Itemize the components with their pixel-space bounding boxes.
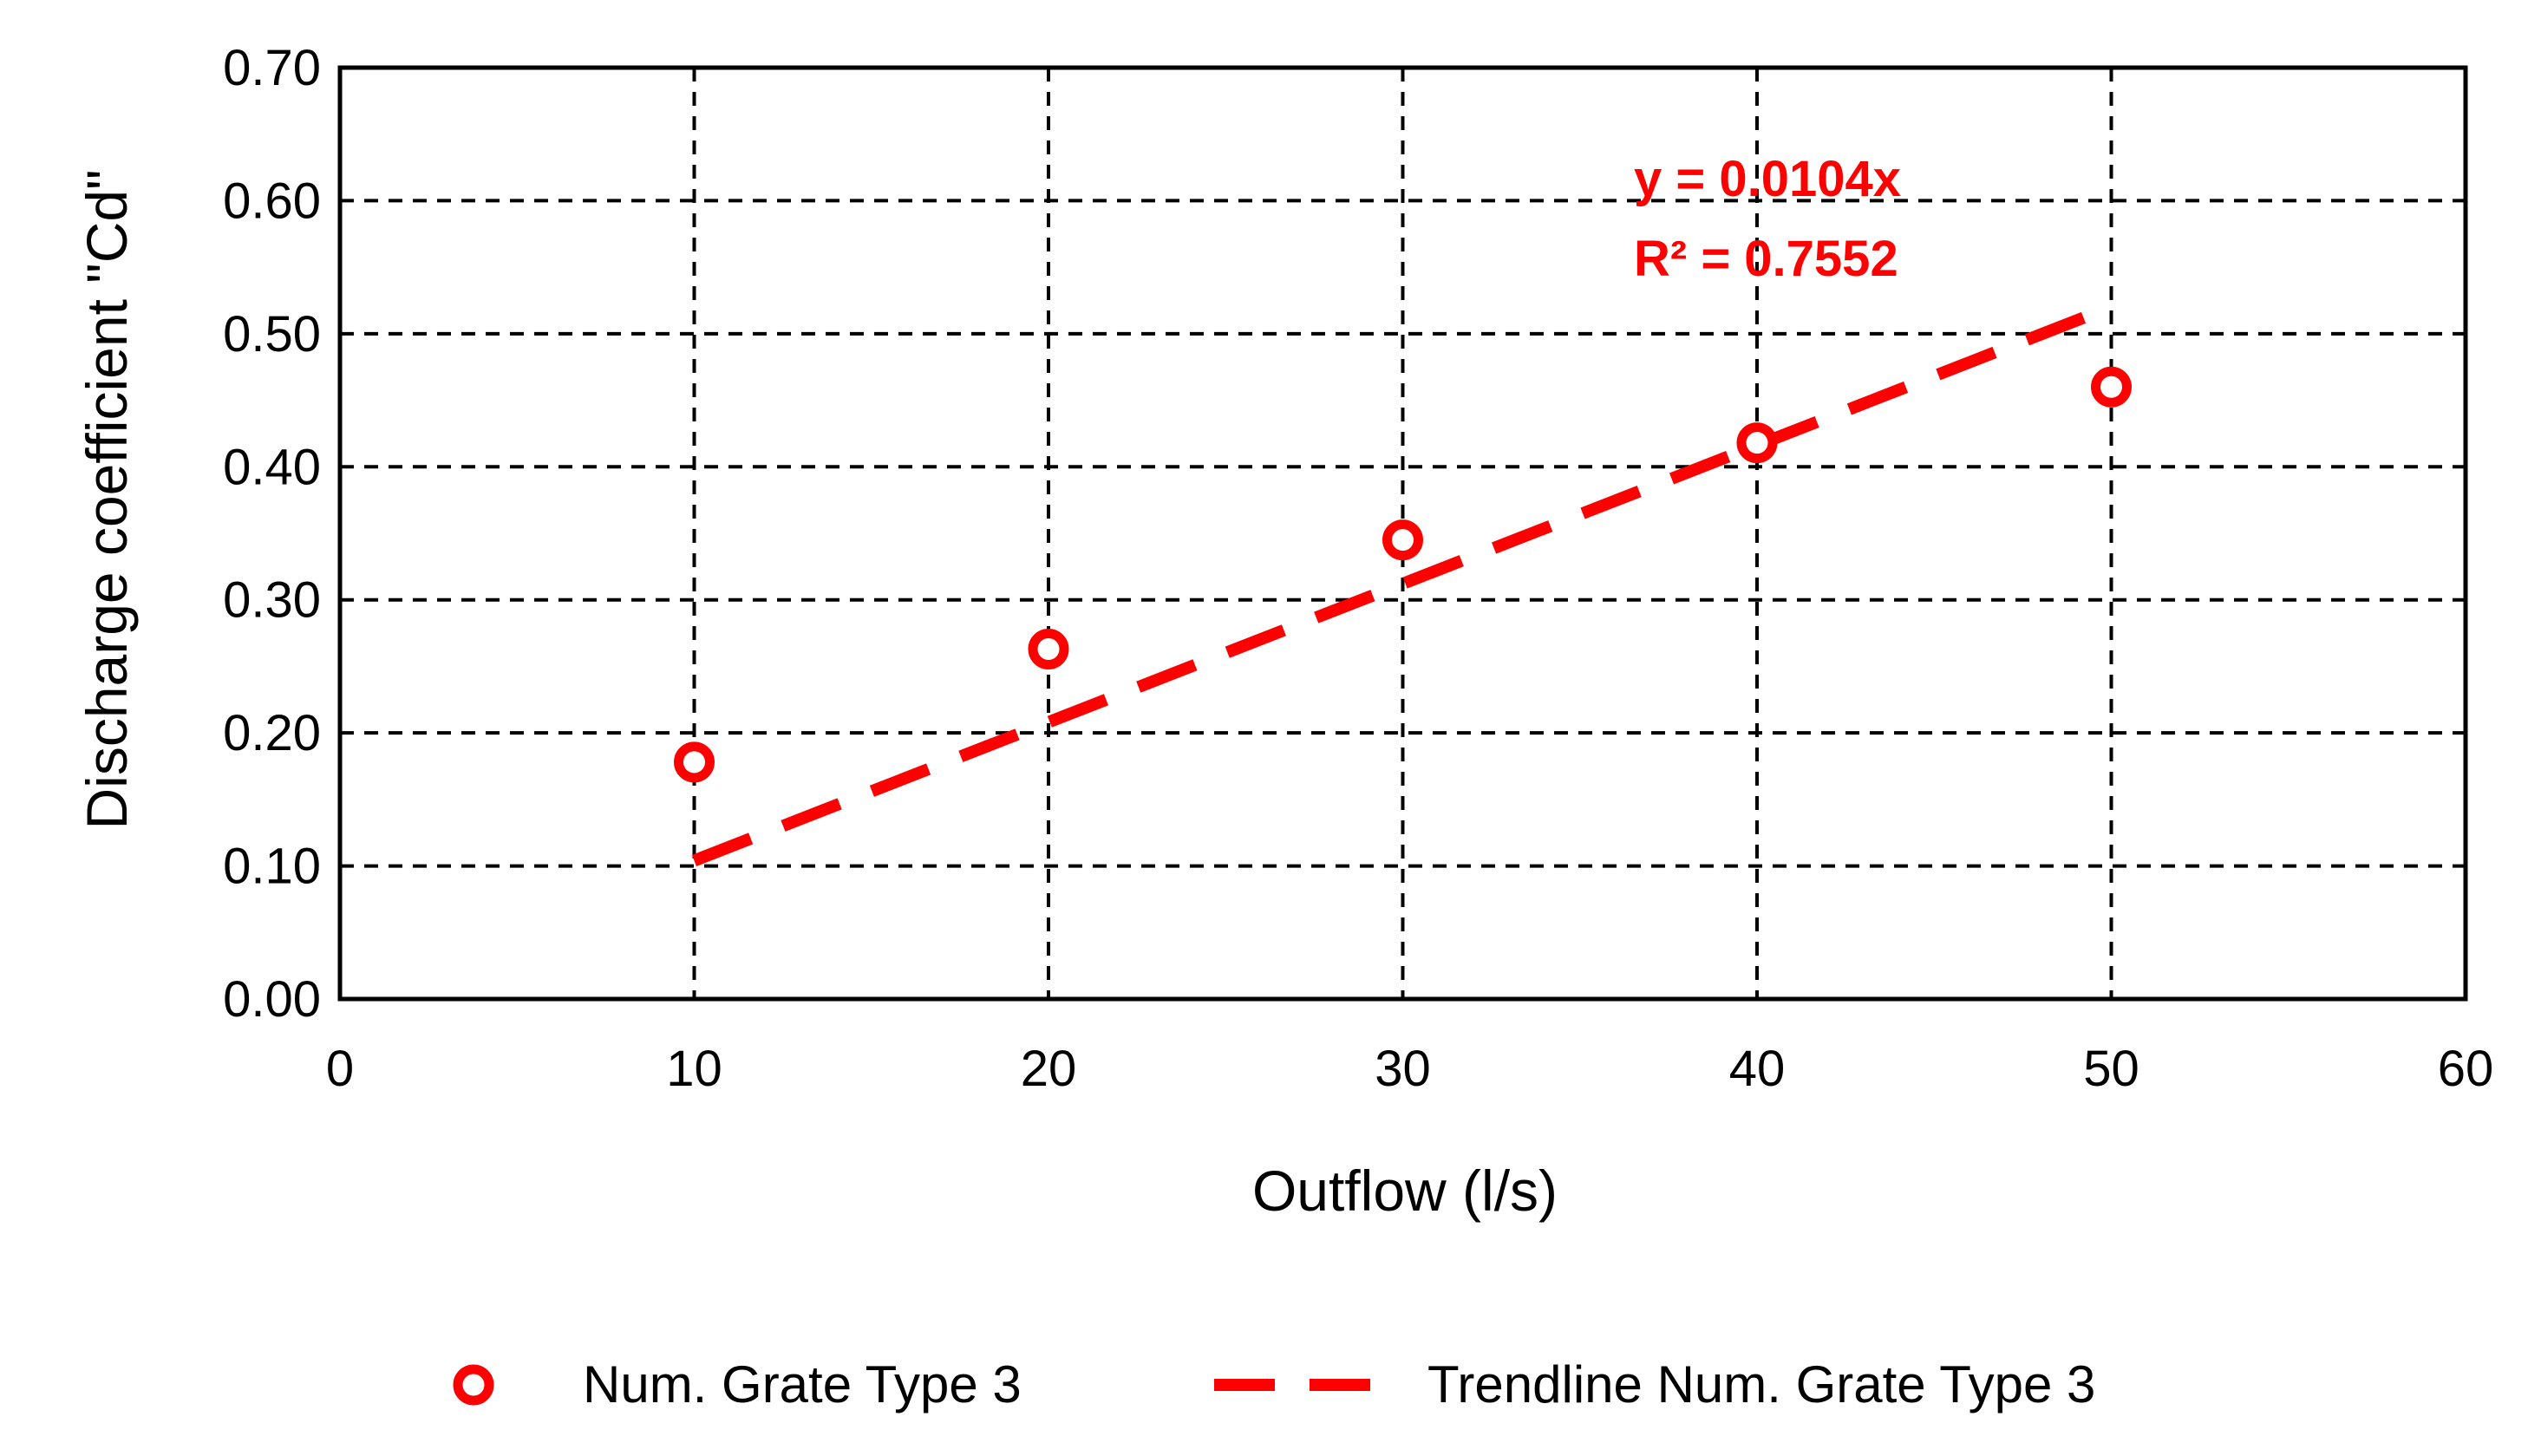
- x-axis-tick-labels: 0 10 20 30 40 50 60: [326, 1041, 2493, 1097]
- y-tick-label: 0.60: [223, 173, 321, 229]
- r-squared-label: R² = 0.7552: [1634, 231, 1898, 287]
- x-tick-label: 20: [1021, 1041, 1077, 1097]
- y-tick-label: 0.30: [223, 572, 321, 629]
- data-point: [1028, 628, 1069, 669]
- x-tick-label: 30: [1375, 1041, 1431, 1097]
- x-axis-title: Outflow (l/s): [1252, 1159, 1558, 1223]
- x-tick-label: 40: [1729, 1041, 1786, 1097]
- y-tick-label: 0.70: [223, 40, 321, 96]
- x-tick-label: 0: [326, 1041, 354, 1097]
- y-tick-label: 0.10: [223, 839, 321, 895]
- trendline-layer: [691, 308, 2096, 866]
- legend-label-scatter: Num. Grate Type 3: [583, 1355, 1022, 1414]
- y-axis-tick-labels: 0.00 0.10 0.20 0.30 0.40 0.50 0.60 0.70: [223, 40, 321, 1028]
- x-tick-label: 10: [666, 1041, 722, 1097]
- data-point: [674, 741, 715, 783]
- y-tick-label: 0.20: [223, 705, 321, 761]
- legend-label-trendline: Trendline Num. Grate Type 3: [1427, 1355, 2095, 1414]
- trendline: [691, 308, 2096, 866]
- trendline-equation: y = 0.0104x: [1634, 151, 1901, 207]
- y-tick-label: 0.00: [223, 971, 321, 1028]
- data-point: [1382, 519, 1423, 561]
- x-tick-label: 50: [2083, 1041, 2139, 1097]
- x-tick-label: 60: [2438, 1041, 2494, 1097]
- y-tick-label: 0.50: [223, 306, 321, 362]
- plot-area-frame: [337, 65, 2468, 1002]
- legend-marker-scatter: [453, 1364, 494, 1406]
- legend: Num. Grate Type 3 Trendline Num. Grate T…: [453, 1355, 2095, 1414]
- y-tick-label: 0.40: [223, 439, 321, 495]
- data-point: [2091, 366, 2132, 408]
- y-axis-title: Discharge coefficient "Cd": [75, 170, 139, 830]
- data-point: [1736, 422, 1778, 464]
- data-points-layer: [674, 366, 2132, 783]
